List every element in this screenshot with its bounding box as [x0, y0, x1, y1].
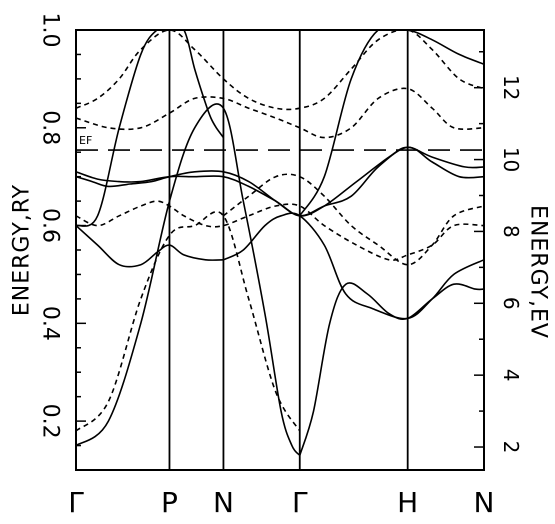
- band-solid-2: [76, 103, 301, 456]
- band-solid-3: [299, 282, 484, 456]
- right-tick-label-3: 6: [499, 297, 523, 310]
- band-solid-7: [76, 146, 484, 217]
- k-point-label-1: Γ: [68, 486, 84, 519]
- band-curves: [76, 30, 484, 456]
- fermi-level-label: EF: [79, 134, 92, 147]
- band-solid-1: [76, 30, 225, 227]
- left-tick-label-3: 0.6: [38, 208, 63, 243]
- right-tick-label-6: 12: [499, 75, 523, 100]
- right-tick-labels: 2 4 6 8 10 12: [499, 75, 523, 453]
- band-dashed-13: [222, 173, 484, 266]
- band-dashed-11: [76, 87, 484, 139]
- band-dashed-12: [76, 30, 484, 111]
- band-solid-4: [76, 225, 224, 268]
- band-dashed-9: [76, 210, 301, 432]
- k-point-label-2: P: [161, 486, 178, 519]
- k-point-label-4: Γ: [292, 486, 308, 519]
- k-point-label-3: N: [213, 486, 234, 519]
- axis-ticks: [76, 29, 484, 471]
- left-tick-label-2: 0.4: [38, 306, 63, 341]
- right-axis-title: ENERGY,EV: [526, 205, 551, 339]
- left-tick-label-4: 0.8: [38, 110, 63, 145]
- right-tick-label-4: 8: [499, 225, 523, 238]
- high-symmetry-lines: [168, 30, 409, 470]
- band-solid-8: [299, 30, 484, 217]
- k-point-label-6: N: [474, 486, 495, 519]
- right-tick-label-1: 2: [499, 441, 523, 454]
- left-tick-labels: 0.2 0.4 0.6 0.8 1.0: [38, 13, 63, 439]
- left-axis-title: ENERGY,RY: [10, 184, 35, 316]
- right-tick-label-5: 10: [499, 147, 523, 172]
- k-point-label-5: H: [397, 486, 418, 519]
- band-dashed-10: [76, 200, 484, 261]
- band-solid-5: [223, 212, 484, 320]
- left-tick-label-1: 0.2: [38, 404, 63, 439]
- left-tick-label-5: 1.0: [38, 13, 63, 48]
- right-tick-label-2: 4: [499, 369, 523, 382]
